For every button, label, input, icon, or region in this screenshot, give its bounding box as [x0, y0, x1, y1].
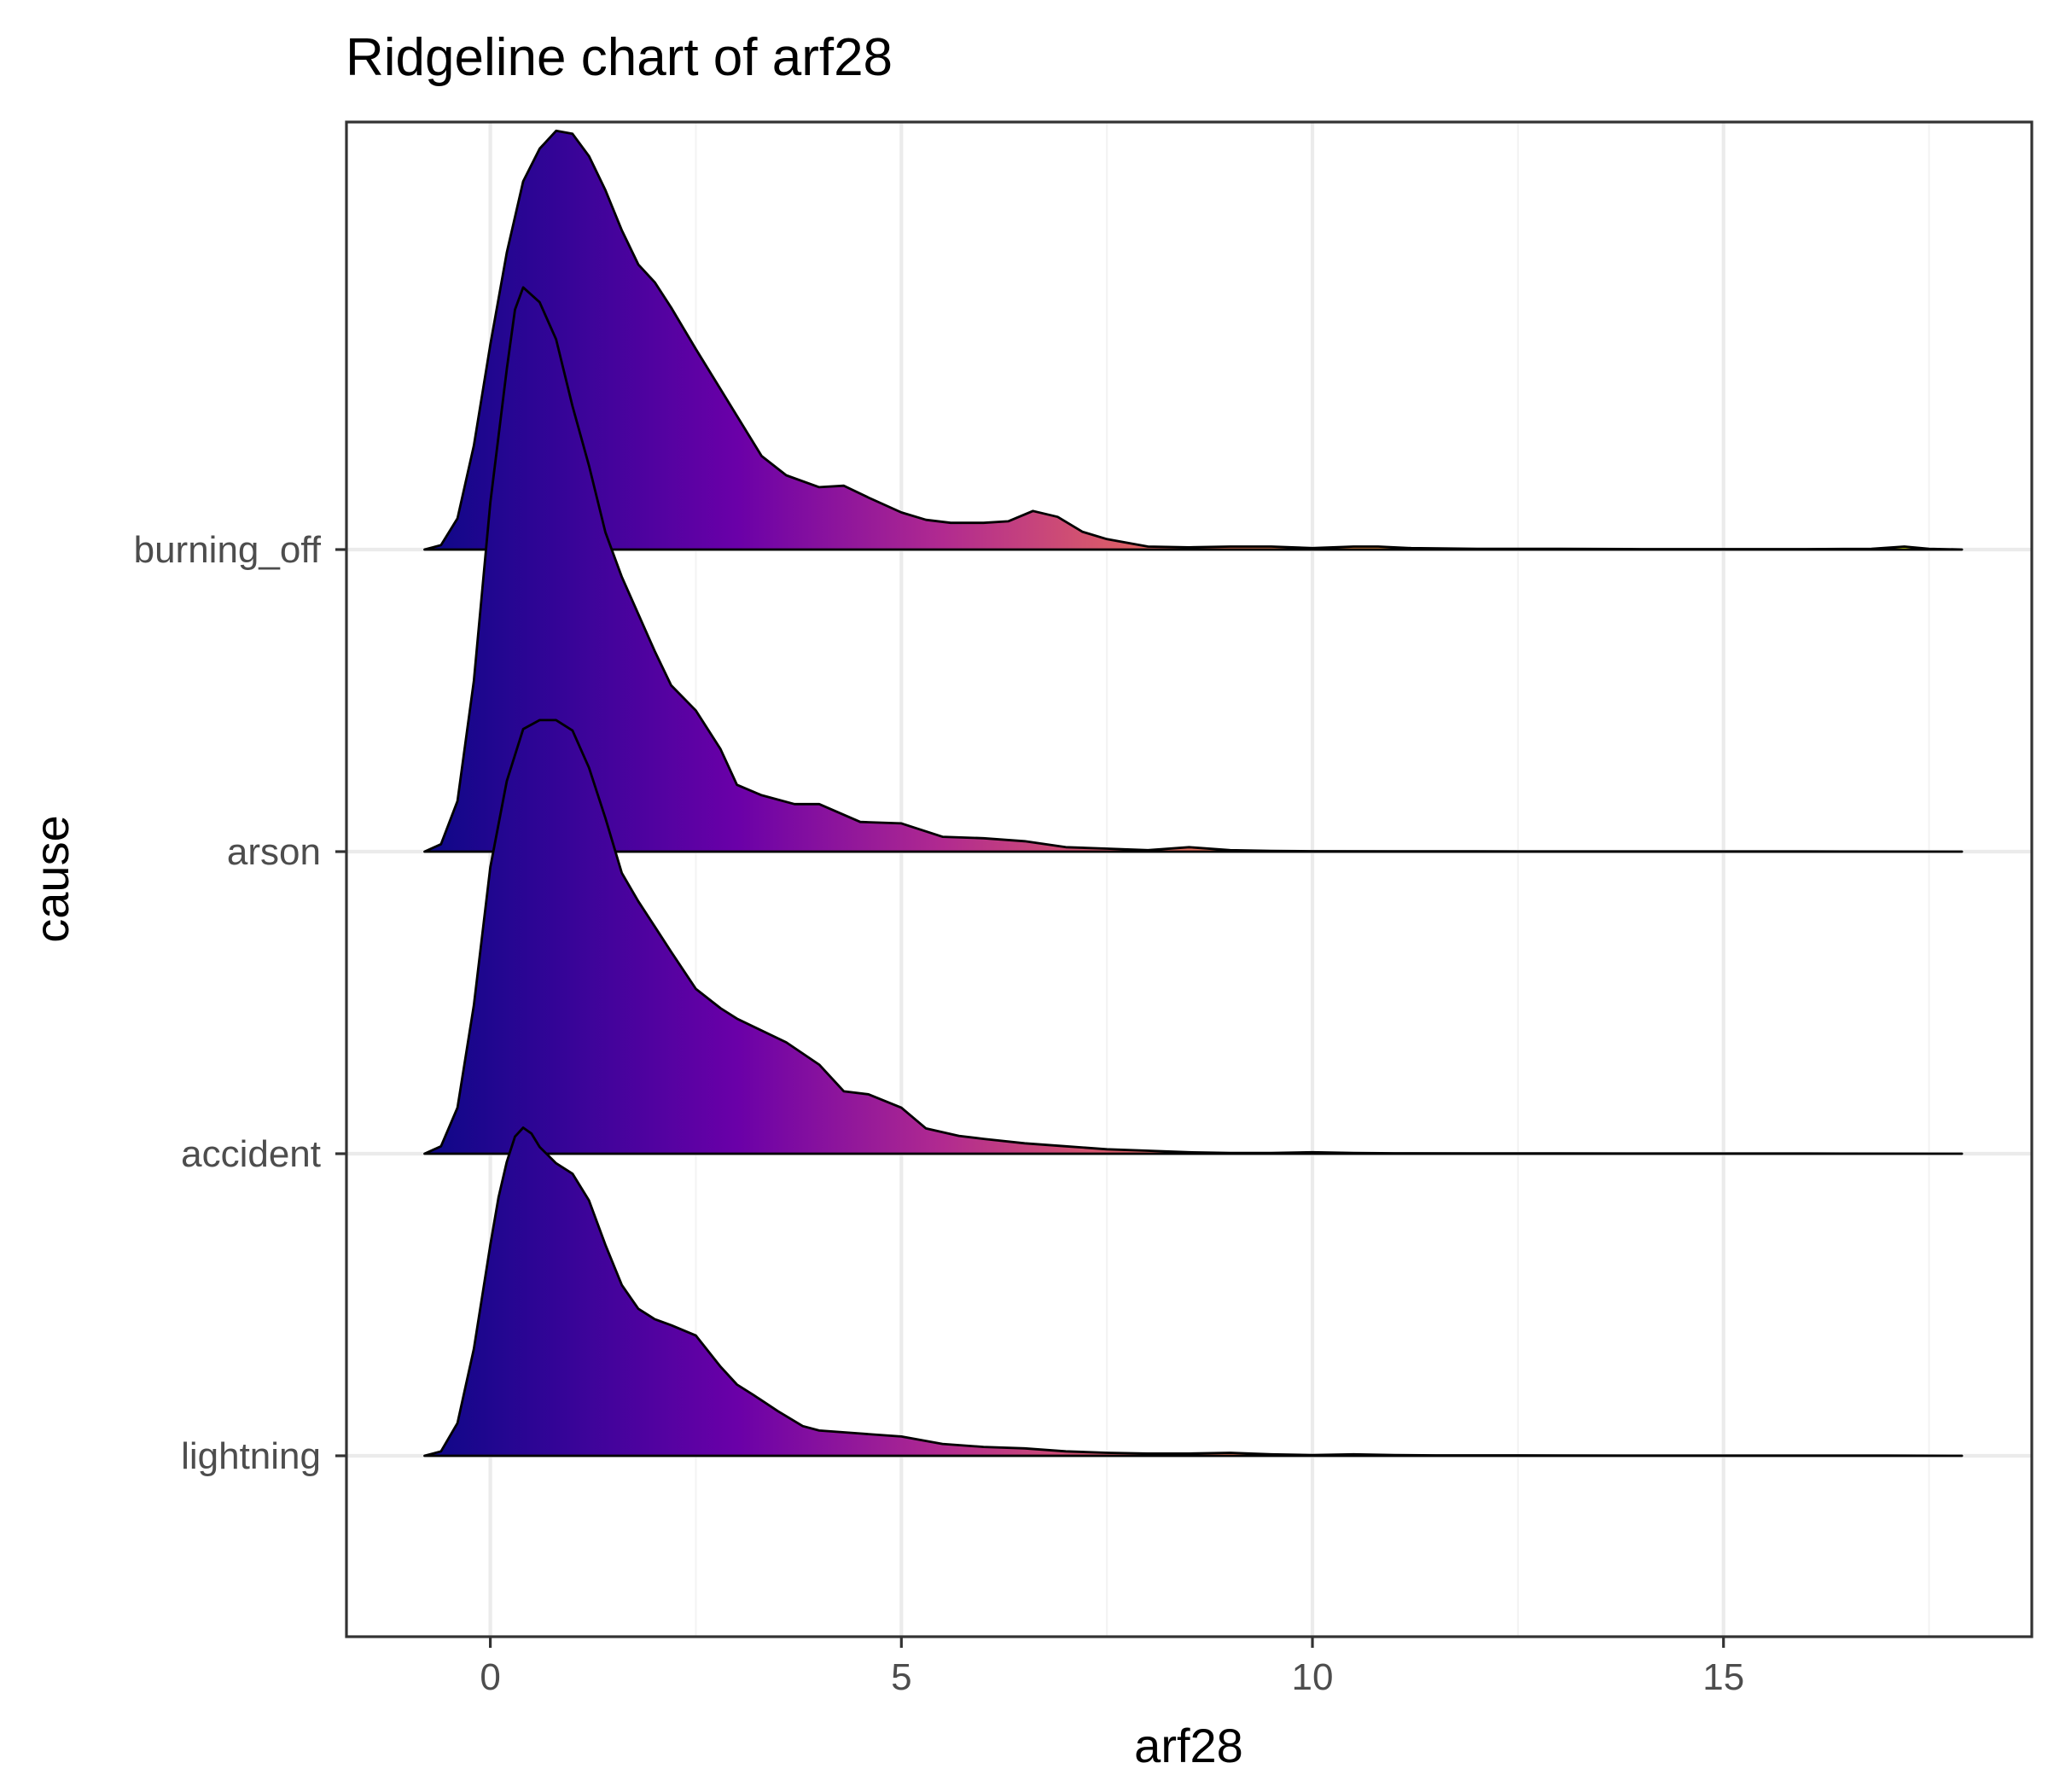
y-tick-label: arson [227, 831, 321, 873]
x-axis-title: arf28 [1134, 1719, 1243, 1772]
x-tick-label: 0 [480, 1656, 500, 1698]
x-axis: 0 5 10 15 [480, 1637, 1744, 1698]
ridge-burning-off [423, 129, 1964, 551]
y-axis-title: cause [25, 815, 79, 942]
ridge-lightning [423, 1126, 1964, 1457]
plot-panel-border [345, 120, 2033, 1638]
x-tick-label: 5 [891, 1656, 911, 1698]
x-tick-label: 15 [1702, 1656, 1744, 1698]
chart-title: Ridgeline chart of arf28 [346, 28, 893, 87]
y-axis: lightning accident arson burning_off [134, 529, 346, 1477]
ridges [423, 129, 1964, 1457]
x-tick-label: 10 [1292, 1656, 1334, 1698]
ridge-accident [423, 719, 1964, 1155]
y-tick-label: burning_off [134, 529, 322, 571]
y-tick-label: accident [181, 1133, 321, 1175]
y-tick-label: lightning [181, 1435, 321, 1477]
